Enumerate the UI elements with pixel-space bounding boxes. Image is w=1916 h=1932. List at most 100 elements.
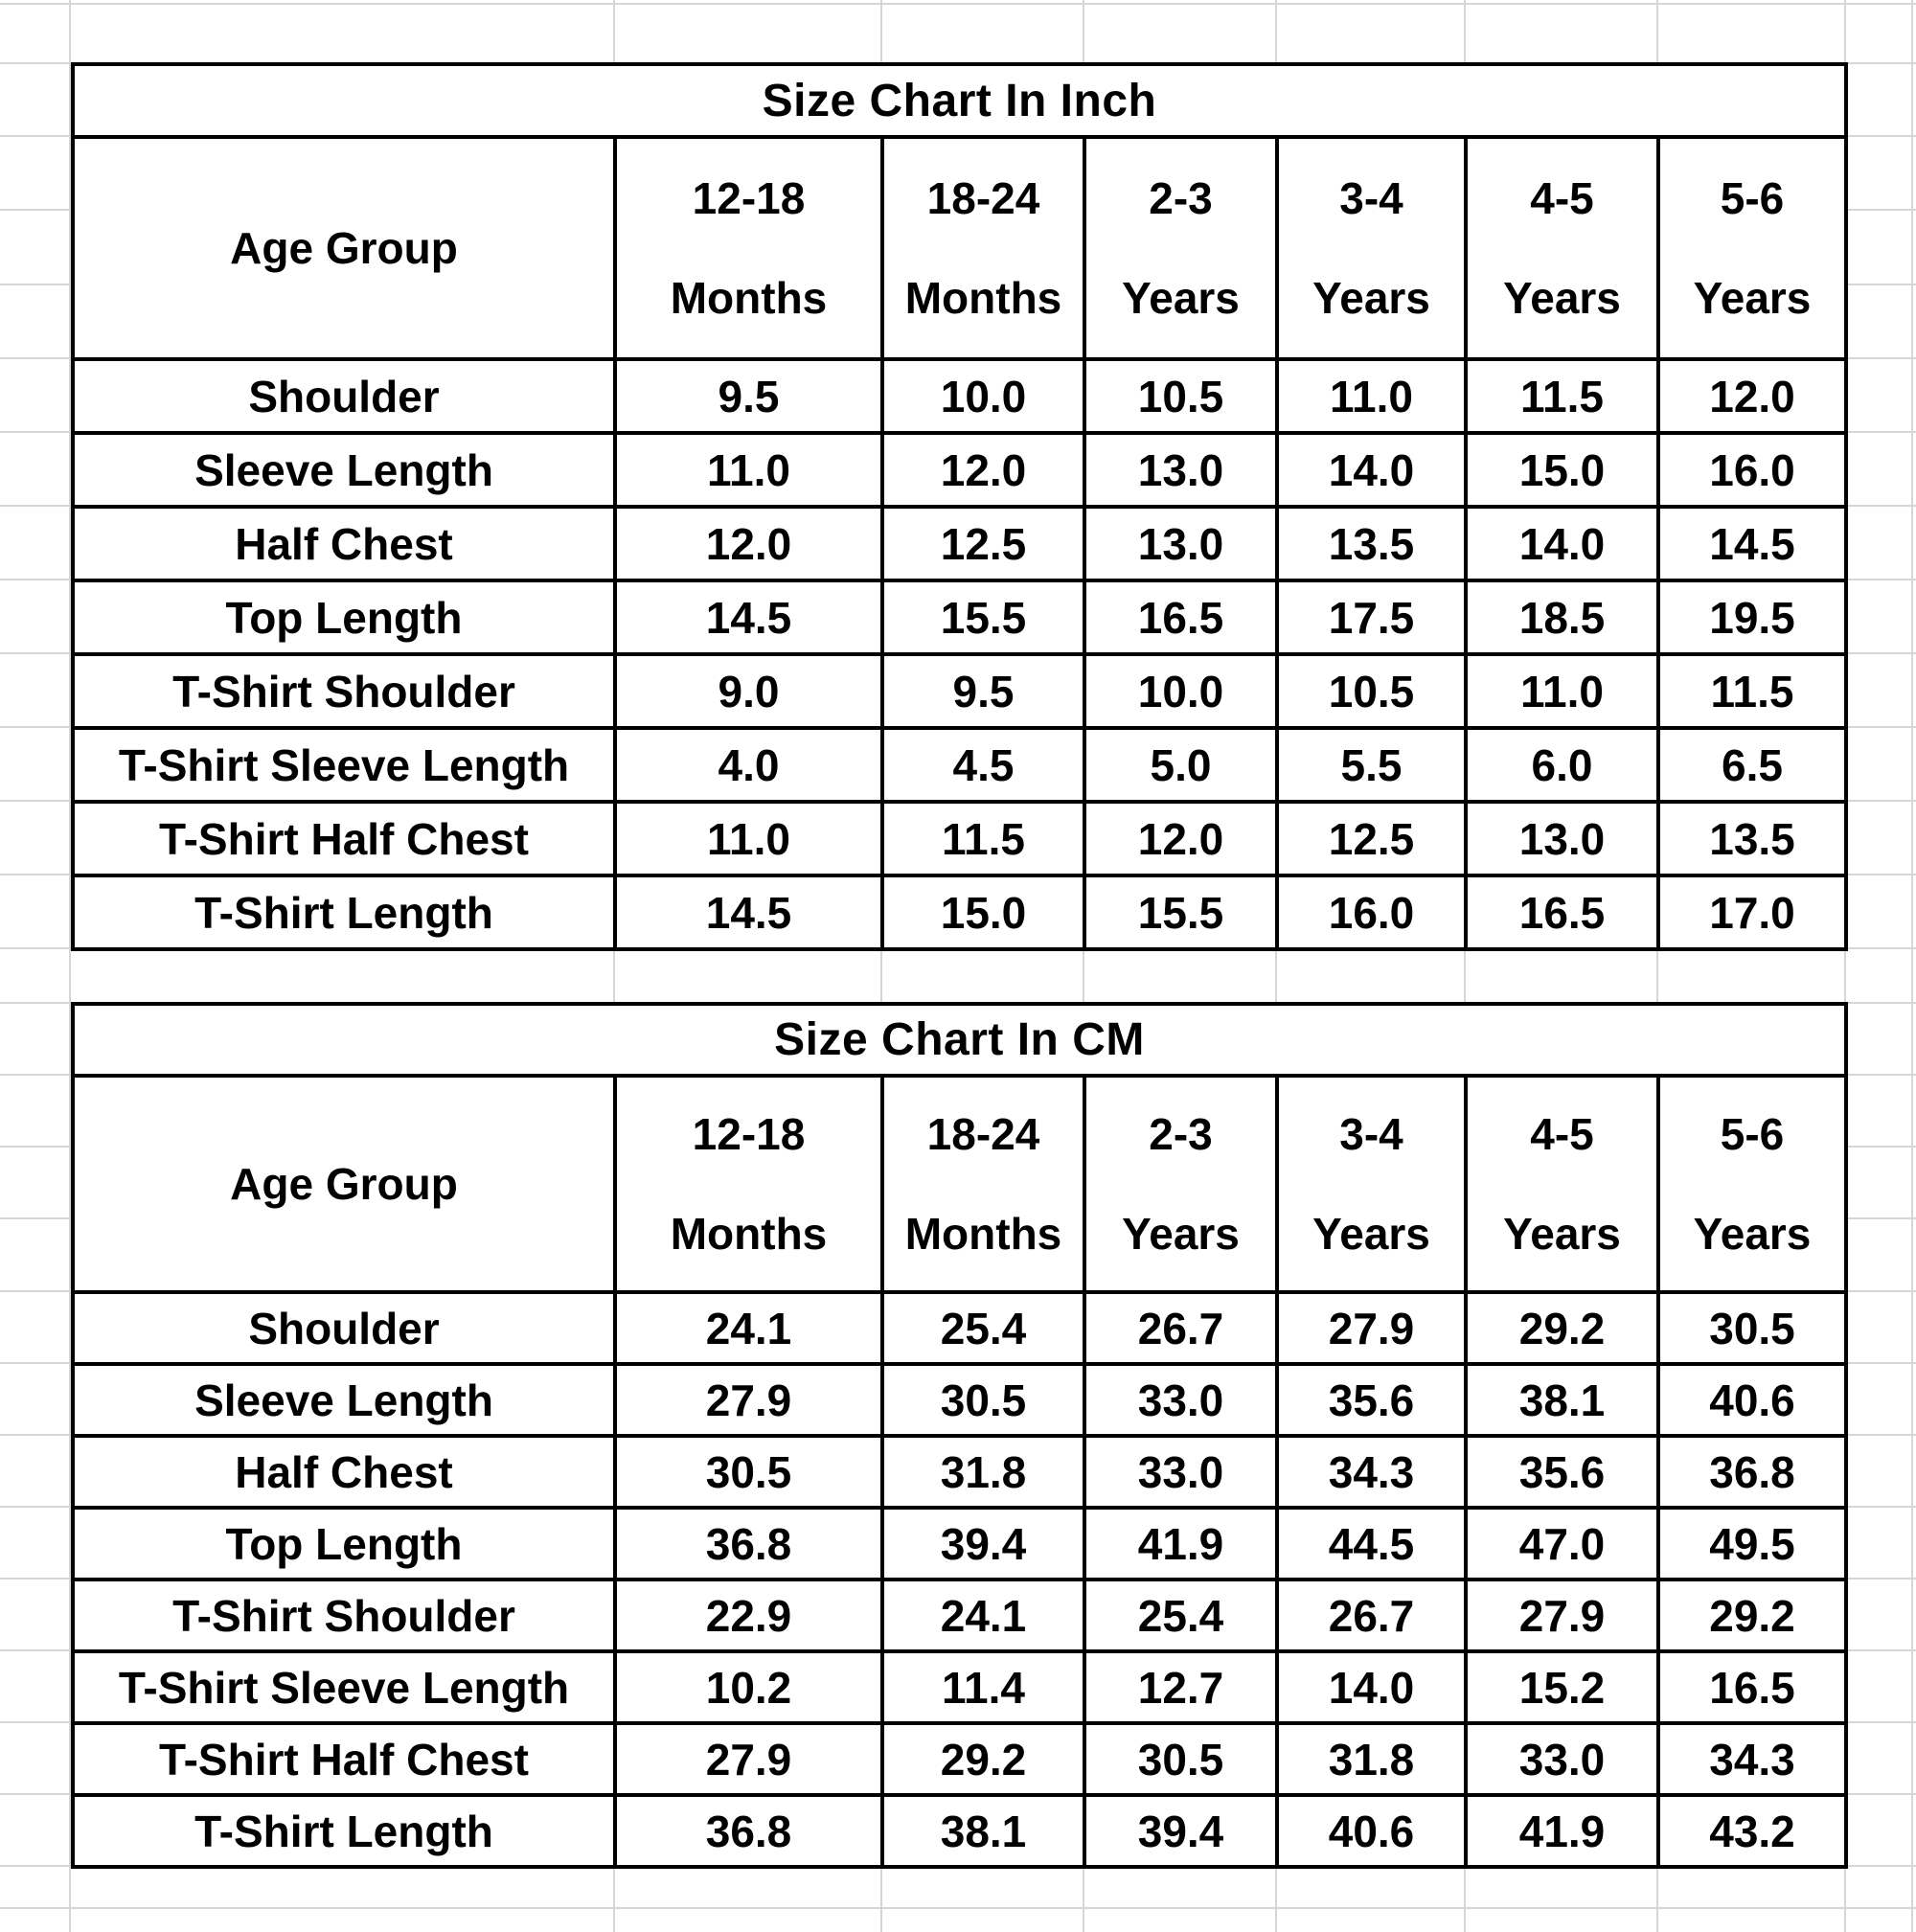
measurement-value-cell[interactable]: 13.5 <box>1656 800 1848 877</box>
measurement-value-cell[interactable]: 11.0 <box>613 431 884 509</box>
measurement-value-cell[interactable]: 10.5 <box>1275 652 1468 730</box>
measurement-value-cell[interactable]: 12.0 <box>613 505 884 582</box>
measurement-value-cell[interactable]: 17.5 <box>1275 579 1468 656</box>
measurement-value-cell[interactable]: 30.5 <box>1656 1290 1848 1366</box>
measurement-value-cell[interactable]: 14.0 <box>1275 431 1468 509</box>
header-cell-age-column[interactable]: 18-24 Months <box>880 1074 1086 1294</box>
measurement-value-cell[interactable]: 17.0 <box>1656 874 1848 951</box>
measurement-value-cell[interactable]: 24.1 <box>880 1578 1086 1653</box>
measurement-label-cell[interactable]: Half Chest <box>71 505 617 582</box>
measurement-value-cell[interactable]: 26.7 <box>1083 1290 1279 1366</box>
measurement-value-cell[interactable]: 41.9 <box>1464 1793 1660 1869</box>
measurement-value-cell[interactable]: 27.9 <box>1464 1578 1660 1653</box>
header-cell-age-column[interactable]: 3-4 Years <box>1275 135 1468 361</box>
measurement-value-cell[interactable]: 26.7 <box>1275 1578 1468 1653</box>
measurement-value-cell[interactable]: 34.3 <box>1275 1434 1468 1510</box>
measurement-label-cell[interactable]: T-Shirt Shoulder <box>71 1578 617 1653</box>
header-cell-age-column[interactable]: 4-5 Years <box>1464 135 1660 361</box>
measurement-value-cell[interactable]: 11.5 <box>1656 652 1848 730</box>
measurement-value-cell[interactable]: 12.5 <box>1275 800 1468 877</box>
measurement-value-cell[interactable]: 44.5 <box>1275 1506 1468 1581</box>
measurement-value-cell[interactable]: 15.2 <box>1464 1649 1660 1725</box>
measurement-value-cell[interactable]: 6.5 <box>1656 726 1848 804</box>
measurement-value-cell[interactable]: 14.0 <box>1275 1649 1468 1725</box>
measurement-label-cell[interactable]: Top Length <box>71 1506 617 1581</box>
measurement-value-cell[interactable]: 31.8 <box>880 1434 1086 1510</box>
measurement-value-cell[interactable]: 31.8 <box>1275 1721 1468 1797</box>
measurement-label-cell[interactable]: T-Shirt Half Chest <box>71 1721 617 1797</box>
measurement-value-cell[interactable]: 11.0 <box>1464 652 1660 730</box>
measurement-value-cell[interactable]: 11.5 <box>880 800 1086 877</box>
measurement-value-cell[interactable]: 43.2 <box>1656 1793 1848 1869</box>
measurement-value-cell[interactable]: 39.4 <box>880 1506 1086 1581</box>
measurement-value-cell[interactable]: 12.7 <box>1083 1649 1279 1725</box>
measurement-value-cell[interactable]: 39.4 <box>1083 1793 1279 1869</box>
measurement-value-cell[interactable]: 16.5 <box>1464 874 1660 951</box>
measurement-value-cell[interactable]: 13.5 <box>1275 505 1468 582</box>
header-cell-age-column[interactable]: 12-18 Months <box>613 1074 884 1294</box>
header-cell-age-column[interactable]: 5-6 Years <box>1656 1074 1848 1294</box>
measurement-value-cell[interactable]: 40.6 <box>1275 1793 1468 1869</box>
measurement-value-cell[interactable]: 22.9 <box>613 1578 884 1653</box>
measurement-value-cell[interactable]: 4.0 <box>613 726 884 804</box>
measurement-label-cell[interactable]: Top Length <box>71 579 617 656</box>
measurement-value-cell[interactable]: 27.9 <box>613 1721 884 1797</box>
measurement-value-cell[interactable]: 35.6 <box>1464 1434 1660 1510</box>
measurement-value-cell[interactable]: 27.9 <box>613 1362 884 1438</box>
measurement-label-cell[interactable]: T-Shirt Length <box>71 874 617 951</box>
measurement-label-cell[interactable]: Half Chest <box>71 1434 617 1510</box>
measurement-label-cell[interactable]: Shoulder <box>71 357 617 435</box>
measurement-value-cell[interactable]: 5.5 <box>1275 726 1468 804</box>
header-cell-age-column[interactable]: 3-4 Years <box>1275 1074 1468 1294</box>
measurement-value-cell[interactable]: 29.2 <box>1464 1290 1660 1366</box>
measurement-value-cell[interactable]: 10.0 <box>880 357 1086 435</box>
measurement-value-cell[interactable]: 33.0 <box>1464 1721 1660 1797</box>
measurement-label-cell[interactable]: Sleeve Length <box>71 431 617 509</box>
measurement-value-cell[interactable]: 18.5 <box>1464 579 1660 656</box>
header-cell-age-column[interactable]: 18-24 Months <box>880 135 1086 361</box>
measurement-value-cell[interactable]: 25.4 <box>880 1290 1086 1366</box>
measurement-value-cell[interactable]: 16.0 <box>1656 431 1848 509</box>
measurement-value-cell[interactable]: 11.0 <box>613 800 884 877</box>
measurement-value-cell[interactable]: 15.0 <box>880 874 1086 951</box>
measurement-value-cell[interactable]: 29.2 <box>880 1721 1086 1797</box>
measurement-value-cell[interactable]: 13.0 <box>1464 800 1660 877</box>
measurement-value-cell[interactable]: 12.5 <box>880 505 1086 582</box>
header-cell-age-column[interactable]: 2-3 Years <box>1083 135 1279 361</box>
measurement-label-cell[interactable]: T-Shirt Sleeve Length <box>71 726 617 804</box>
measurement-value-cell[interactable]: 11.5 <box>1464 357 1660 435</box>
measurement-label-cell[interactable]: Shoulder <box>71 1290 617 1366</box>
header-cell-age-column[interactable]: 12-18 Months <box>613 135 884 361</box>
measurement-value-cell[interactable]: 30.5 <box>613 1434 884 1510</box>
measurement-value-cell[interactable]: 27.9 <box>1275 1290 1468 1366</box>
measurement-value-cell[interactable]: 16.5 <box>1083 579 1279 656</box>
measurement-label-cell[interactable]: T-Shirt Length <box>71 1793 617 1869</box>
measurement-value-cell[interactable]: 35.6 <box>1275 1362 1468 1438</box>
measurement-value-cell[interactable]: 14.5 <box>613 579 884 656</box>
measurement-value-cell[interactable]: 41.9 <box>1083 1506 1279 1581</box>
measurement-value-cell[interactable]: 11.0 <box>1275 357 1468 435</box>
measurement-value-cell[interactable]: 29.2 <box>1656 1578 1848 1653</box>
measurement-value-cell[interactable]: 10.5 <box>1083 357 1279 435</box>
measurement-value-cell[interactable]: 49.5 <box>1656 1506 1848 1581</box>
measurement-value-cell[interactable]: 15.5 <box>1083 874 1279 951</box>
measurement-value-cell[interactable]: 6.0 <box>1464 726 1660 804</box>
measurement-value-cell[interactable]: 11.4 <box>880 1649 1086 1725</box>
measurement-label-cell[interactable]: Sleeve Length <box>71 1362 617 1438</box>
measurement-value-cell[interactable]: 4.5 <box>880 726 1086 804</box>
measurement-value-cell[interactable]: 14.0 <box>1464 505 1660 582</box>
measurement-value-cell[interactable]: 9.0 <box>613 652 884 730</box>
measurement-value-cell[interactable]: 33.0 <box>1083 1434 1279 1510</box>
measurement-value-cell[interactable]: 24.1 <box>613 1290 884 1366</box>
measurement-value-cell[interactable]: 12.0 <box>1083 800 1279 877</box>
measurement-value-cell[interactable]: 12.0 <box>1656 357 1848 435</box>
measurement-value-cell[interactable]: 5.0 <box>1083 726 1279 804</box>
size-chart-cm-title[interactable]: Size Chart In CM <box>71 1002 1848 1078</box>
measurement-value-cell[interactable]: 14.5 <box>1656 505 1848 582</box>
measurement-value-cell[interactable]: 12.0 <box>880 431 1086 509</box>
measurement-value-cell[interactable]: 10.0 <box>1083 652 1279 730</box>
measurement-value-cell[interactable]: 19.5 <box>1656 579 1848 656</box>
measurement-value-cell[interactable]: 34.3 <box>1656 1721 1848 1797</box>
measurement-value-cell[interactable]: 38.1 <box>880 1793 1086 1869</box>
measurement-value-cell[interactable]: 36.8 <box>613 1793 884 1869</box>
